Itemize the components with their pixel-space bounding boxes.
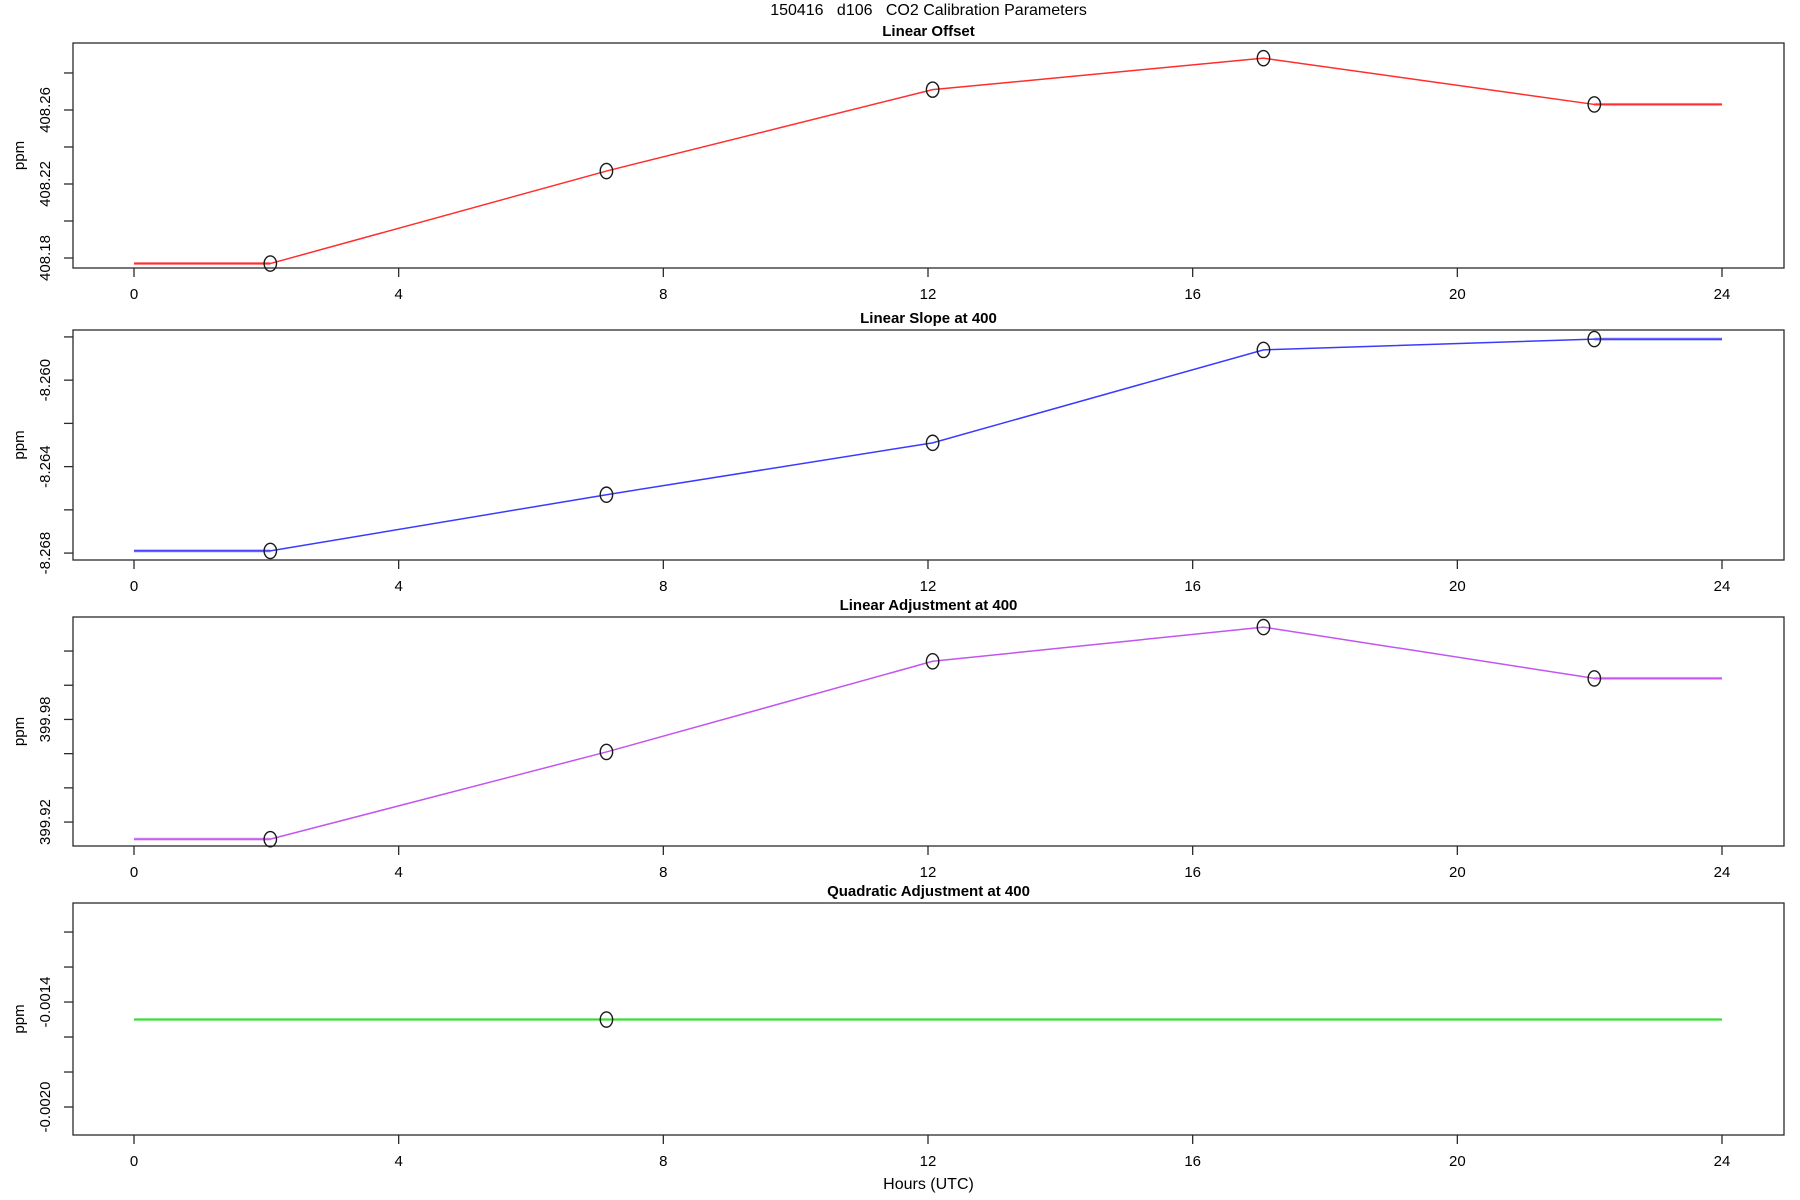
x-tick-label: 4 [394, 1153, 402, 1170]
x-tick-label: 24 [1714, 1153, 1731, 1170]
y-tick-label: -0.0014 [37, 977, 54, 1028]
x-tick-label: 4 [394, 864, 402, 881]
x-tick-label: 20 [1449, 286, 1466, 303]
panel-title: Linear Slope at 400 [860, 310, 997, 327]
data-point-marker [599, 486, 614, 504]
x-tick-label: 12 [920, 864, 937, 881]
plot-frame [72, 616, 1785, 847]
data-point-marker [263, 255, 278, 272]
data-point-marker [263, 542, 278, 560]
x-tick-label: 24 [1714, 864, 1731, 881]
data-point-marker [925, 81, 940, 98]
x-tick-label: 16 [1184, 1153, 1201, 1170]
x-tick-label: 8 [659, 864, 667, 881]
y-tick-label: 408.26 [37, 87, 54, 133]
x-tick-label: 16 [1184, 864, 1201, 881]
y-axis-label: ppm [11, 1004, 28, 1033]
y-axis-label: ppm [11, 430, 28, 459]
y-tick-label: -8.268 [37, 532, 54, 575]
y-tick-label: -0.0020 [37, 1082, 54, 1133]
data-point-marker [925, 434, 940, 452]
data-point-marker [263, 830, 278, 848]
x-tick-label: 16 [1184, 286, 1201, 303]
data-point-marker [599, 743, 614, 761]
data-point-marker [1587, 96, 1602, 113]
x-tick-label: 8 [659, 578, 667, 595]
series-line [134, 338, 1722, 552]
series-line [134, 626, 1722, 840]
x-tick-label: 20 [1449, 578, 1466, 595]
x-tick-label: 4 [394, 578, 402, 595]
x-tick-label: 12 [920, 286, 937, 303]
plot-frame [72, 42, 1785, 269]
y-tick-label: 399.98 [37, 696, 54, 742]
x-tick-label: 0 [130, 578, 138, 595]
x-tick-label: 24 [1714, 578, 1731, 595]
data-point-marker [599, 162, 614, 180]
y-tick-label: 399.92 [37, 799, 54, 845]
data-point-marker [1256, 49, 1271, 67]
y-tick-label: 408.22 [37, 161, 54, 207]
panel-title: Quadratic Adjustment at 400 [827, 883, 1030, 900]
panel-title: Linear Offset [882, 23, 975, 40]
x-tick-label: 12 [920, 1153, 937, 1170]
x-axis-title: Hours (UTC) [883, 1176, 974, 1193]
data-point-marker [599, 1011, 614, 1028]
data-point-marker [1256, 618, 1271, 636]
y-axis-label: ppm [11, 141, 28, 170]
data-point-marker [1587, 670, 1602, 687]
x-tick-label: 0 [130, 864, 138, 881]
data-point-marker [925, 652, 940, 670]
figure-title: 150416 d106 CO2 Calibration Parameters [770, 2, 1087, 19]
x-tick-label: 4 [394, 286, 402, 303]
x-tick-label: 16 [1184, 578, 1201, 595]
plot-frame [72, 329, 1785, 561]
data-point-marker [1256, 341, 1271, 359]
data-point-marker [1587, 330, 1602, 348]
y-tick-label: -8.260 [37, 359, 54, 402]
x-tick-label: 12 [920, 578, 937, 595]
series-line [134, 57, 1722, 265]
x-tick-label: 20 [1449, 1153, 1466, 1170]
x-tick-label: 20 [1449, 864, 1466, 881]
y-axis-label: ppm [11, 717, 28, 746]
x-tick-label: 8 [659, 286, 667, 303]
y-tick-label: 408.18 [37, 235, 54, 281]
panel-title: Linear Adjustment at 400 [840, 597, 1018, 614]
x-tick-label: 24 [1714, 286, 1731, 303]
x-tick-label: 0 [130, 1153, 138, 1170]
x-tick-label: 8 [659, 1153, 667, 1170]
y-tick-label: -8.264 [37, 445, 54, 488]
x-tick-label: 0 [130, 286, 138, 303]
